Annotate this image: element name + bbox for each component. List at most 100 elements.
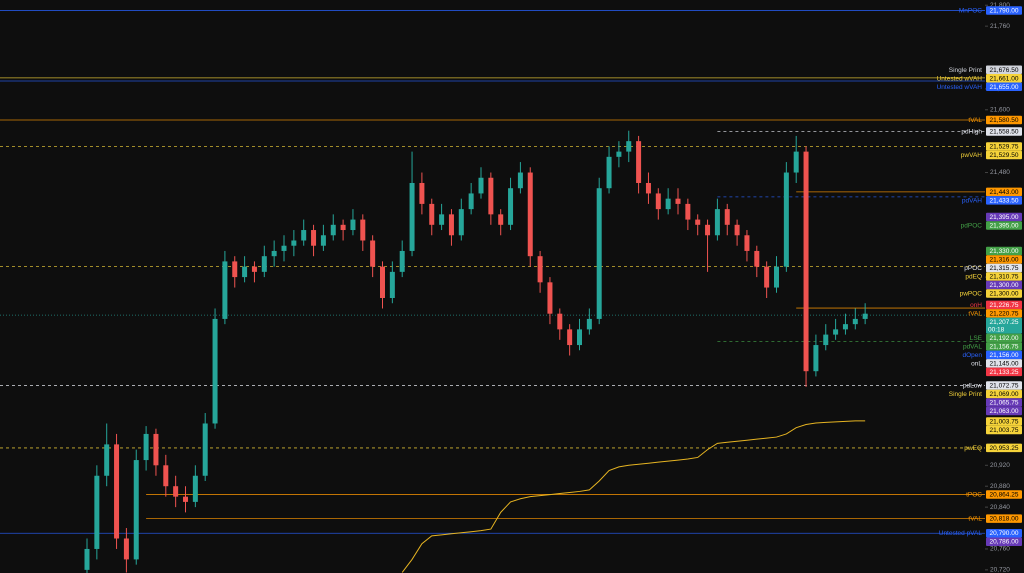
price-tag <box>986 65 1022 75</box>
candle-body <box>626 141 632 152</box>
price-tag-label: 21,156.00 <box>990 352 1019 359</box>
candle-body <box>764 266 770 288</box>
price-tag <box>986 280 1022 290</box>
level-label: tVAL <box>968 310 982 317</box>
price-tag-label: 21,443.00 <box>990 189 1019 196</box>
candle-body <box>291 240 297 246</box>
price-tag-label: 21,395.00 <box>990 222 1019 229</box>
price-tag-label: 21,580.50 <box>990 117 1019 124</box>
price-tag <box>986 221 1022 230</box>
y-tick-label: 20,880 <box>990 483 1010 490</box>
candle-body <box>517 172 523 189</box>
candle-body <box>104 444 110 476</box>
price-tag <box>986 127 1022 136</box>
price-tag <box>986 6 1022 15</box>
candle-body <box>813 345 819 372</box>
price-tag <box>986 425 1022 435</box>
price-tag-label: 21,300.00 <box>990 282 1019 289</box>
candle-body <box>645 182 651 194</box>
price-tag-label: 21,529.75 <box>990 143 1019 150</box>
candle-body <box>675 198 681 204</box>
candle-body <box>399 250 405 272</box>
candle-body <box>567 329 573 346</box>
candle-body <box>311 230 317 246</box>
price-tag-label: 21,003.75 <box>990 427 1019 434</box>
candle-body <box>547 282 553 314</box>
price-tag-label: 20,790.00 <box>990 530 1019 537</box>
price-tag <box>986 381 1022 390</box>
level-label: tPOC <box>966 491 982 498</box>
candle-body <box>163 465 169 487</box>
candle-body <box>123 538 129 560</box>
candle-body <box>498 214 504 225</box>
price-tag <box>986 196 1022 205</box>
candle-body <box>212 318 218 424</box>
price-tag <box>986 317 1022 334</box>
level-label: pdPOC <box>961 222 983 229</box>
candle-body <box>370 240 376 267</box>
price-tag <box>986 389 1022 399</box>
price-tag-label: 21,156.75 <box>990 343 1019 350</box>
candle-body <box>458 209 464 236</box>
level-label: tVAL <box>968 516 982 523</box>
price-tag <box>986 142 1022 151</box>
price-tag-label: 21,145.00 <box>990 360 1019 367</box>
candle-body <box>133 460 139 560</box>
level-label: tVAL <box>968 117 982 124</box>
price-tag-label: 21,676.50 <box>990 67 1019 74</box>
price-tag-label: 21,433.50 <box>990 197 1019 204</box>
price-tag <box>986 406 1022 416</box>
candle-body <box>301 230 307 241</box>
candle-body <box>360 219 366 241</box>
candle-body <box>744 235 750 251</box>
price-tag <box>986 514 1022 523</box>
price-tag-label: 21,192.00 <box>990 335 1019 342</box>
price-tag-label: 21,790.00 <box>990 7 1019 14</box>
price-tag-label: 21,003.75 <box>990 418 1019 425</box>
price-tag <box>986 350 1022 360</box>
candle-body <box>823 334 829 346</box>
price-tag <box>986 82 1022 92</box>
candle-body <box>774 266 779 288</box>
price-tag-label: 21,529.50 <box>990 152 1019 159</box>
price-tag-label: 20,953.25 <box>990 445 1019 452</box>
price-tag-label: 21,395.00 <box>990 214 1019 221</box>
level-label: pwEQ <box>964 445 982 452</box>
price-tag <box>986 443 1022 453</box>
candle-body <box>862 313 868 319</box>
price-tag-label: 21,315.75 <box>990 265 1019 272</box>
candle-body <box>340 224 346 231</box>
candle-body <box>685 203 691 220</box>
candle-body <box>409 182 415 251</box>
level-label: onL <box>971 360 982 367</box>
level-label: LSE <box>970 335 983 342</box>
candle-body <box>695 219 701 225</box>
candle-body <box>724 209 730 225</box>
candle-body <box>94 475 100 549</box>
price-tag-label: 21,655.00 <box>990 84 1019 91</box>
candle-body <box>242 266 248 278</box>
candle-body <box>114 444 120 539</box>
candle-body <box>665 198 671 210</box>
level-label: onH <box>970 302 982 309</box>
candle-body <box>192 475 198 502</box>
candle-body <box>281 245 287 251</box>
price-tag <box>986 342 1022 351</box>
candle-body <box>173 486 179 497</box>
candle-body <box>261 256 267 272</box>
candle-body <box>202 423 208 476</box>
level-label: pPOC <box>964 265 982 272</box>
price-tag-label: 21,063.00 <box>990 408 1019 415</box>
candle-body <box>330 224 336 236</box>
price-tag-label: 20,786.00 <box>990 539 1019 546</box>
candle-body <box>508 188 514 225</box>
candle-body <box>557 313 563 330</box>
price-tag-label: 21,220.75 <box>990 310 1019 317</box>
price-tag-label: 21,207.25 <box>990 319 1019 326</box>
candle-body <box>488 177 494 215</box>
price-tag <box>986 263 1022 273</box>
candle-body <box>655 193 661 210</box>
price-tag <box>986 187 1022 197</box>
candle-body <box>586 318 592 330</box>
